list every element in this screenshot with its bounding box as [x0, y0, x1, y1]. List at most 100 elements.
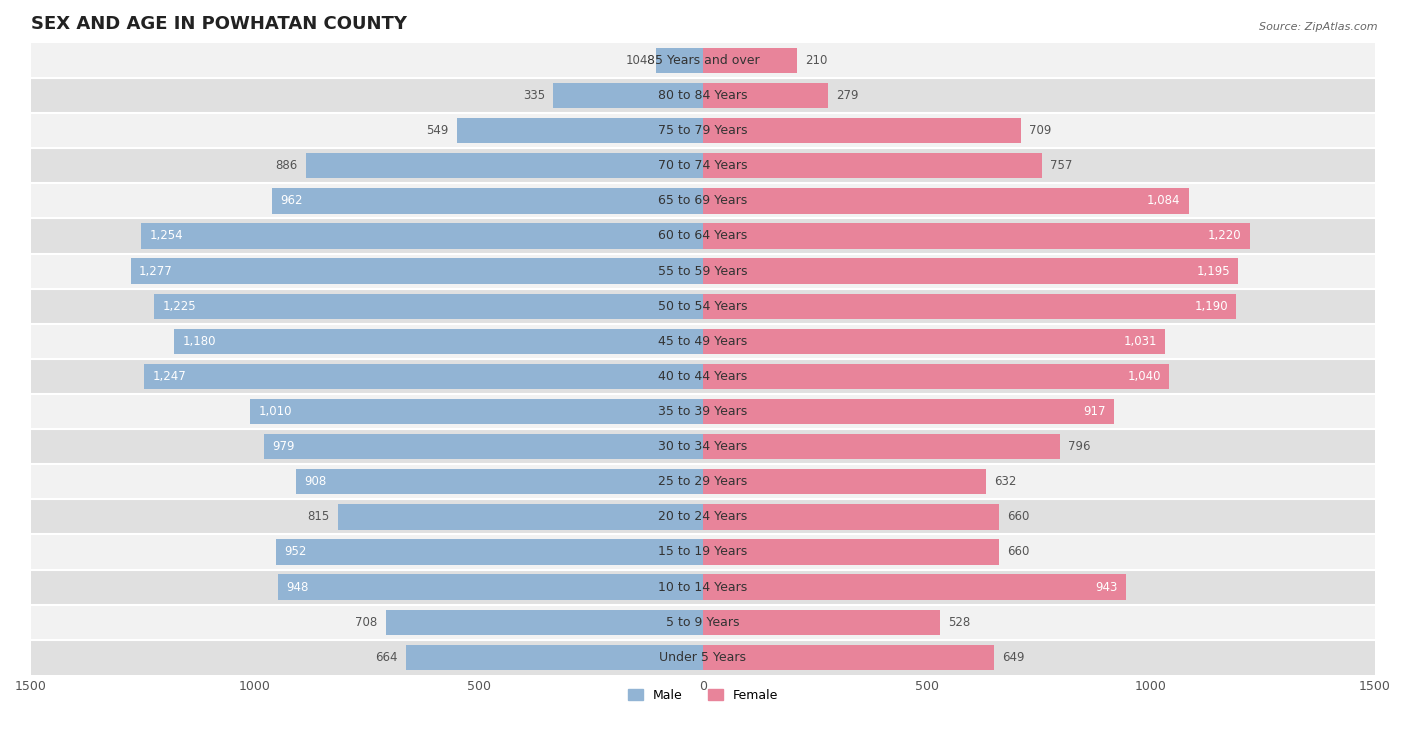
Text: 943: 943	[1095, 581, 1118, 593]
Bar	[31, 78, 1375, 113]
Text: 952: 952	[284, 545, 307, 559]
Bar	[703, 118, 1021, 144]
Text: 528: 528	[948, 616, 970, 629]
Bar	[703, 645, 994, 670]
Bar	[31, 500, 1375, 534]
Bar	[155, 294, 703, 319]
Bar	[703, 504, 998, 530]
Text: 1,247: 1,247	[152, 370, 186, 383]
Bar	[405, 645, 703, 670]
Bar	[31, 289, 1375, 324]
Text: 796: 796	[1067, 440, 1090, 453]
Bar	[307, 153, 703, 178]
Text: 962: 962	[280, 195, 302, 207]
Bar	[703, 574, 1126, 599]
Text: 1,084: 1,084	[1147, 195, 1181, 207]
Text: 25 to 29 Years: 25 to 29 Years	[658, 475, 748, 488]
Bar	[131, 258, 703, 283]
Bar	[657, 48, 703, 73]
Bar	[703, 329, 1166, 354]
Bar	[703, 469, 986, 494]
Text: 979: 979	[273, 440, 295, 453]
Text: 55 to 59 Years: 55 to 59 Years	[658, 265, 748, 278]
Bar	[145, 364, 703, 389]
Text: 75 to 79 Years: 75 to 79 Years	[658, 124, 748, 137]
Bar	[703, 399, 1114, 424]
Text: 664: 664	[375, 650, 398, 664]
Text: 45 to 49 Years: 45 to 49 Years	[658, 334, 748, 348]
Text: 50 to 54 Years: 50 to 54 Years	[658, 300, 748, 313]
Text: 1,180: 1,180	[183, 334, 217, 348]
Bar	[31, 359, 1375, 394]
Bar	[31, 218, 1375, 254]
Text: 549: 549	[426, 124, 449, 137]
Bar	[703, 48, 797, 73]
Bar	[31, 534, 1375, 570]
Text: 10 to 14 Years: 10 to 14 Years	[658, 581, 748, 593]
Text: 815: 815	[308, 511, 330, 523]
Bar	[31, 570, 1375, 605]
Bar	[703, 153, 1042, 178]
Bar	[31, 148, 1375, 184]
Text: 632: 632	[994, 475, 1017, 488]
Bar	[297, 469, 703, 494]
Bar	[31, 324, 1375, 359]
Text: 757: 757	[1050, 159, 1073, 172]
Text: 908: 908	[304, 475, 326, 488]
Text: SEX AND AGE IN POWHATAN COUNTY: SEX AND AGE IN POWHATAN COUNTY	[31, 15, 406, 33]
Bar	[703, 188, 1188, 214]
Text: 1,277: 1,277	[139, 265, 173, 278]
Bar	[457, 118, 703, 144]
Bar	[703, 258, 1239, 283]
Text: 886: 886	[276, 159, 298, 172]
Text: 15 to 19 Years: 15 to 19 Years	[658, 545, 748, 559]
Bar	[703, 223, 1250, 249]
Text: 649: 649	[1002, 650, 1025, 664]
Text: Under 5 Years: Under 5 Years	[659, 650, 747, 664]
Text: 948: 948	[287, 581, 309, 593]
Bar	[31, 113, 1375, 148]
Text: 40 to 44 Years: 40 to 44 Years	[658, 370, 748, 383]
Bar	[31, 184, 1375, 218]
Bar	[31, 464, 1375, 500]
Text: 5 to 9 Years: 5 to 9 Years	[666, 616, 740, 629]
Bar	[141, 223, 703, 249]
Bar	[278, 574, 703, 599]
Text: Source: ZipAtlas.com: Source: ZipAtlas.com	[1260, 22, 1378, 33]
Bar	[31, 254, 1375, 289]
Text: 35 to 39 Years: 35 to 39 Years	[658, 405, 748, 418]
Text: 279: 279	[837, 89, 859, 102]
Bar	[385, 610, 703, 635]
Text: 30 to 34 Years: 30 to 34 Years	[658, 440, 748, 453]
Text: 335: 335	[523, 89, 546, 102]
Text: 1,040: 1,040	[1128, 370, 1161, 383]
Bar	[31, 640, 1375, 675]
Text: 1,010: 1,010	[259, 405, 292, 418]
Bar	[31, 43, 1375, 78]
Text: 660: 660	[1007, 511, 1029, 523]
Text: 1,031: 1,031	[1123, 334, 1157, 348]
Text: 1,220: 1,220	[1208, 229, 1241, 243]
Text: 1,190: 1,190	[1195, 300, 1227, 313]
Text: 20 to 24 Years: 20 to 24 Years	[658, 511, 748, 523]
Text: 104: 104	[626, 54, 648, 67]
Text: 660: 660	[1007, 545, 1029, 559]
Text: 1,254: 1,254	[149, 229, 183, 243]
Text: 210: 210	[806, 54, 828, 67]
Bar	[703, 434, 1060, 460]
Bar	[703, 83, 828, 108]
Text: 1,225: 1,225	[162, 300, 195, 313]
Text: 1,195: 1,195	[1197, 265, 1230, 278]
Text: 85 Years and over: 85 Years and over	[647, 54, 759, 67]
Text: 709: 709	[1029, 124, 1052, 137]
Bar	[703, 610, 939, 635]
Bar	[277, 539, 703, 565]
Bar	[31, 394, 1375, 429]
Bar	[31, 605, 1375, 640]
Bar	[703, 539, 998, 565]
Text: 60 to 64 Years: 60 to 64 Years	[658, 229, 748, 243]
Bar	[553, 83, 703, 108]
Bar	[271, 188, 703, 214]
Text: 65 to 69 Years: 65 to 69 Years	[658, 195, 748, 207]
Text: 708: 708	[356, 616, 378, 629]
